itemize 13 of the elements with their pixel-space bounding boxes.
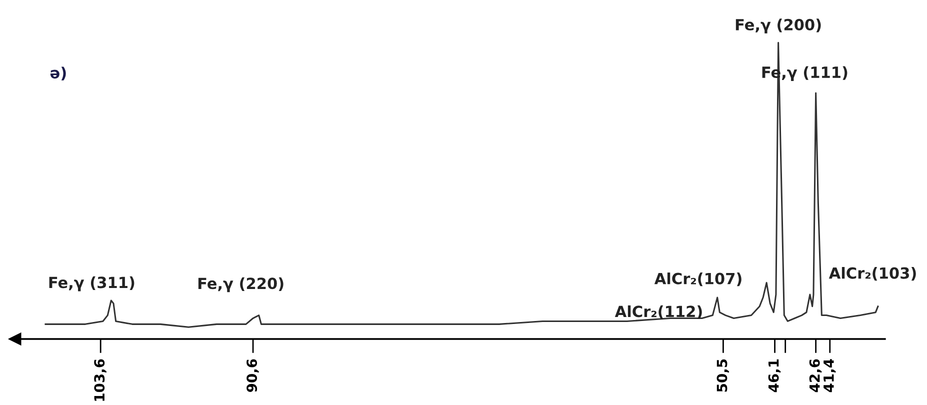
x-tick-label: 103,6 — [94, 359, 106, 401]
annotation: AlCr₂(112) — [614, 305, 702, 320]
x-tick-label: 41,4 — [824, 359, 836, 392]
annotation: AlCr₂(107) — [654, 272, 742, 286]
x-tick-label: 50,5 — [716, 359, 729, 392]
annotation: ə) — [50, 66, 66, 80]
annotation: Fe,γ (311) — [49, 276, 134, 292]
annotation: AlCr₂(103) — [828, 267, 916, 281]
annotation: Fe,γ (200) — [736, 18, 821, 34]
annotation: Fe,γ (220) — [198, 277, 284, 292]
x-tick-label: 90,6 — [246, 359, 259, 392]
x-tick-label: 42,6 — [809, 359, 822, 392]
x-tick-label: 46,1 — [768, 359, 781, 392]
